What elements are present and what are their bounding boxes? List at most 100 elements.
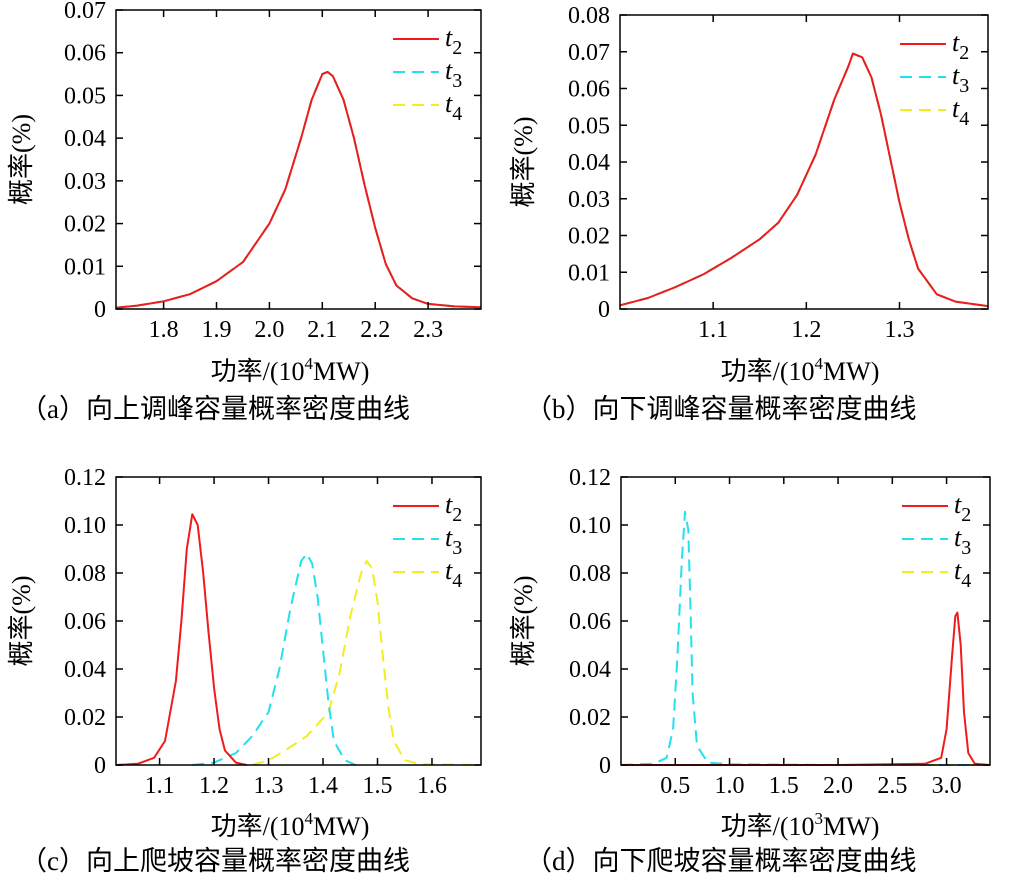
y-tick-label: 0.04 — [64, 657, 106, 683]
legend-label-subscript: 3 — [961, 537, 971, 559]
x-tick-label: 2.1 — [307, 317, 337, 343]
series-line-t3 — [620, 510, 990, 766]
x-axis-label: 功率/(103MW) — [721, 809, 880, 841]
plot-frame — [620, 476, 991, 766]
legend-label-letter: t — [954, 490, 962, 519]
y-tick-label: 0.02 — [568, 224, 610, 250]
legend-label-letter: t — [445, 23, 453, 52]
plot-frame — [619, 14, 989, 310]
x-axis-label-unit: MW) — [823, 812, 879, 841]
legend-label-subscript: 4 — [452, 103, 462, 125]
x-tick-label: 2.2 — [360, 317, 390, 343]
x-axis-label-exponent: 4 — [305, 809, 314, 828]
x-axis-label-prefix: 功率/(10 — [211, 357, 305, 386]
legend-label-subscript: 4 — [959, 108, 969, 130]
x-tick-label: 1.3 — [884, 317, 914, 343]
y-tick-label: 0.04 — [568, 150, 610, 176]
x-tick-label: 1.4 — [308, 773, 338, 799]
legend-label-subscript: 3 — [959, 75, 969, 97]
x-axis-label-prefix: 功率/(10 — [211, 812, 305, 841]
y-tick-label: 0.12 — [569, 465, 611, 491]
legend-label-subscript: 2 — [961, 504, 971, 526]
legend-label-t2: t2 — [952, 28, 969, 64]
y-tick-label: 0.06 — [64, 41, 106, 67]
y-tick-label: 0.08 — [568, 3, 610, 29]
x-tick-label: 1.5 — [362, 773, 392, 799]
x-tick-label: 1.9 — [202, 317, 232, 343]
x-tick-label: 1.1 — [698, 317, 728, 343]
x-tick-label: 3.0 — [932, 773, 962, 799]
x-axis-label: 功率/(104MW) — [211, 809, 370, 841]
x-axis-label-prefix: 功率/(10 — [721, 812, 815, 841]
legend-label-t3: t3 — [952, 61, 969, 97]
series-line-t3 — [115, 70, 482, 309]
y-tick-label: 0.12 — [64, 465, 106, 491]
legend-label-letter: t — [445, 556, 453, 585]
chart-panel-3: 1.1 1.2 1.3 1.4 1.5 1.6 0 0.02 0.04 0.06 0.08 0.10 0… — [7, 465, 482, 876]
y-tick-label: 0.02 — [569, 705, 611, 731]
legend-label-letter: t — [952, 94, 960, 123]
x-tick-label: 1.0 — [715, 773, 745, 799]
x-axis-label-exponent: 3 — [815, 809, 824, 828]
plot-frame — [115, 9, 482, 310]
x-tick-label: 1.2 — [791, 317, 821, 343]
legend-label-subscript: 2 — [959, 42, 969, 64]
y-tick-label: 0.04 — [64, 126, 106, 152]
y-tick-label: 0.01 — [64, 254, 106, 280]
y-tick-label: 0.08 — [569, 561, 611, 587]
y-axis-label: 概率(%) — [509, 117, 538, 208]
y-tick-label: 0 — [598, 297, 610, 323]
legend-label-letter: t — [445, 56, 453, 85]
x-tick-label: 2.3 — [413, 317, 443, 343]
y-tick-label: 0 — [94, 297, 106, 323]
y-tick-label: 0.08 — [64, 561, 106, 587]
legend-label-letter: t — [952, 28, 960, 57]
legend-label-t4: t4 — [445, 556, 462, 592]
legend-label-subscript: 4 — [452, 570, 462, 592]
x-axis-label: 功率/(104MW) — [721, 354, 880, 386]
series-line-t2 — [115, 70, 482, 309]
legend-label-t4: t4 — [954, 556, 971, 592]
series-line-t2 — [621, 611, 991, 766]
series-line-t4 — [115, 70, 482, 309]
y-tick-label: 0.06 — [64, 609, 106, 635]
legend-label-letter: t — [445, 523, 453, 552]
x-tick-label: 1.1 — [145, 773, 175, 799]
panel-caption: （b）向下调峰容量概率密度曲线 — [525, 394, 917, 424]
legend-label-letter: t — [954, 523, 962, 552]
y-axis-label: 概率(%) — [509, 576, 538, 667]
series-line-t2 — [619, 52, 989, 308]
x-tick-label: 1.2 — [199, 773, 229, 799]
chart-panel-1: 1.8 1.9 2.0 2.1 2.2 2.3 0 0.01 0.02 0.03 0.04 0.05 0… — [7, 0, 482, 424]
y-tick-label: 0.06 — [569, 609, 611, 635]
legend-label-t4: t4 — [952, 94, 969, 130]
x-axis-label-unit: MW) — [313, 812, 369, 841]
legend-label-letter: t — [952, 61, 960, 90]
x-axis-label-unit: MW) — [313, 357, 369, 386]
x-tick-label: 2.5 — [877, 773, 907, 799]
chart-panel-4: 0.5 1.0 1.5 2.0 2.5 3.0 0 0.02 0.04 0.06 0.08 0.10 0… — [509, 465, 991, 876]
x-tick-label: 2.0 — [254, 317, 284, 343]
x-axis-label-unit: MW) — [823, 357, 879, 386]
panel-caption: （c）向上爬坡容量概率密度曲线 — [20, 846, 410, 876]
x-tick-label: 1.6 — [417, 773, 447, 799]
legend-label-letter: t — [954, 556, 962, 585]
y-tick-label: 0 — [599, 753, 611, 779]
legend-label-subscript: 4 — [961, 570, 971, 592]
x-axis-label: 功率/(104MW) — [211, 354, 370, 386]
y-tick-label: 0.04 — [569, 657, 611, 683]
y-tick-label: 0.06 — [568, 77, 610, 103]
panel-caption: （a）向上调峰容量概率密度曲线 — [20, 394, 410, 424]
y-tick-label: 0.07 — [64, 0, 106, 24]
x-tick-label: 1.5 — [769, 773, 799, 799]
legend-label-t3: t3 — [954, 523, 971, 559]
y-tick-label: 0.10 — [569, 513, 611, 539]
series-line-t3 — [192, 552, 357, 766]
chart-panel-2: 1.1 1.2 1.3 0 0.01 0.02 0.03 0.04 0.05 0.06 0.07 0.… — [509, 3, 989, 424]
y-tick-label: 0 — [94, 753, 106, 779]
legend-label-letter: t — [445, 89, 453, 118]
legend-label-subscript: 3 — [452, 70, 462, 92]
y-tick-label: 0.05 — [568, 113, 610, 139]
legend-label-subscript: 2 — [452, 37, 462, 59]
